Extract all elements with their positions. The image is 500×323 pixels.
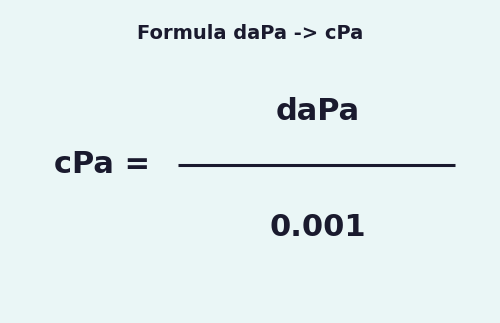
Text: daPa: daPa — [276, 97, 359, 126]
Text: 0.001: 0.001 — [269, 213, 366, 242]
Text: Formula daPa -> cPa: Formula daPa -> cPa — [137, 25, 363, 43]
Text: cPa =: cPa = — [54, 150, 150, 179]
